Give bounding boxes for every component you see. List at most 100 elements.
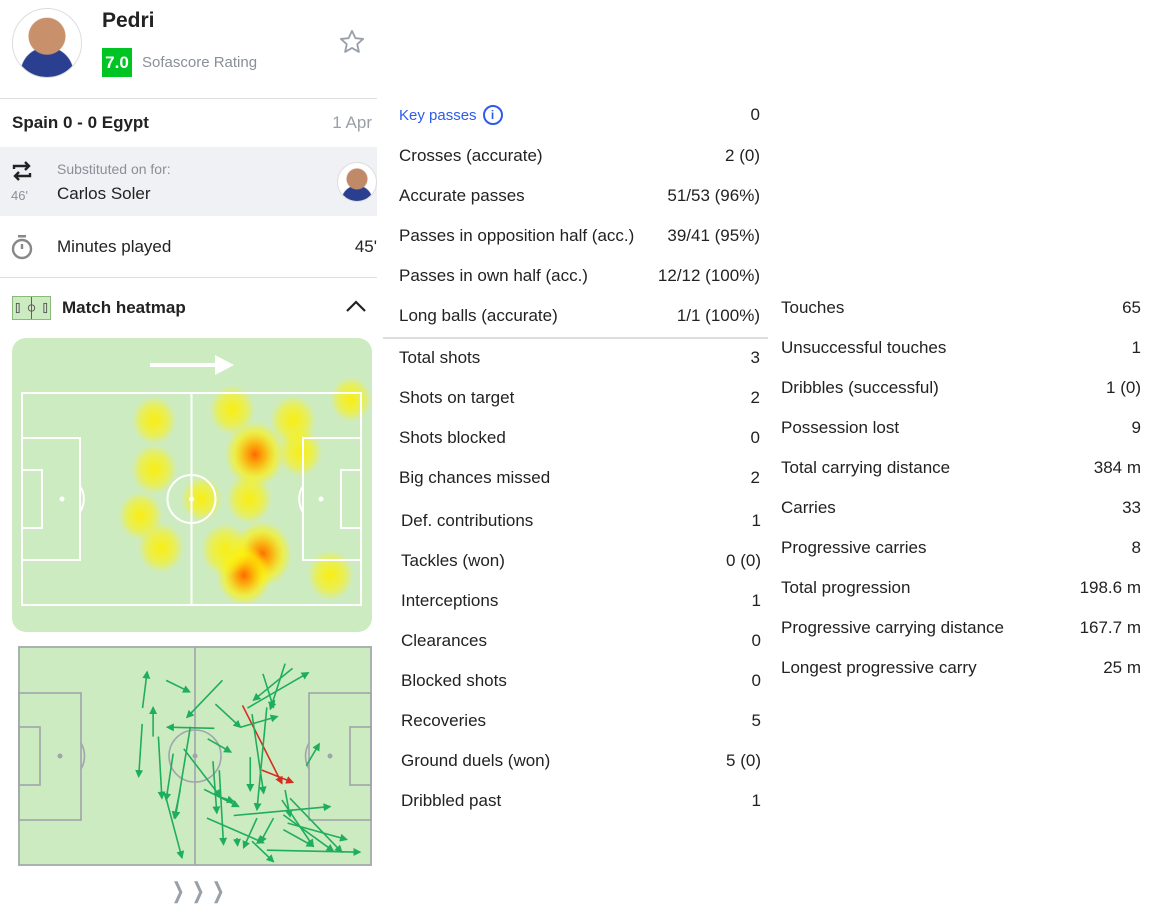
substitution-label: Substituted on for: (57, 161, 171, 177)
stat-label: Long balls (accurate) (399, 306, 558, 325)
stat-label[interactable]: Key passes (399, 106, 477, 124)
pass-arrow-successful (289, 797, 343, 854)
stat-label: Crosses (accurate) (399, 146, 543, 165)
stat-label: Big chances missed (399, 468, 551, 487)
stat-label: Dribbled past (401, 791, 502, 810)
stat-row-key-passes[interactable]: Key passes i 0 (399, 95, 760, 135)
stopwatch-icon (11, 235, 33, 260)
pass-arrow-successful (141, 670, 151, 709)
stat-row: Tackles (won) 0 (0) (401, 541, 761, 581)
substituted-player-name[interactable]: Carlos Soler (57, 184, 151, 203)
stat-label: Shots blocked (399, 428, 506, 447)
stat-row: Big chances missed 2 (399, 458, 760, 498)
stat-label: Dribbles (successful) (781, 378, 939, 397)
minutes-played-label: Minutes played (57, 237, 172, 256)
heatmap-title[interactable]: Match heatmap (62, 298, 186, 317)
pass-arrow-successful (218, 795, 235, 804)
stat-label: Possession lost (781, 418, 900, 437)
pitch-lines (21, 392, 362, 606)
stat-row: Longest progressive carry 25 m (781, 648, 1141, 688)
pass-arrow-successful (165, 798, 185, 860)
stat-row: Shots blocked 0 (399, 418, 760, 458)
stat-value: 8 (1131, 538, 1141, 557)
stat-label: Touches (781, 298, 845, 317)
heatmap-blob (307, 550, 354, 601)
stat-label: Carries (781, 498, 836, 517)
pass-arrow-successful (266, 847, 362, 856)
heatmap-blob (209, 384, 255, 436)
heatmap-blob (201, 523, 250, 577)
substituted-player-avatar[interactable] (337, 162, 377, 202)
stat-row: Crosses (accurate) 2 (0) (399, 136, 760, 176)
stat-value: 0 (0) (726, 551, 761, 570)
heatmap-blob (138, 522, 184, 573)
stat-value: 167.7 m (1079, 618, 1141, 637)
stat-value: 0 (751, 631, 761, 650)
stat-value: 1/1 (100%) (676, 306, 760, 325)
pass-arrow-successful (242, 817, 258, 849)
stat-row: Progressive carrying distance 167.7 m (781, 608, 1141, 648)
chevron-right-icon[interactable]: ❯ (191, 878, 205, 903)
stat-row: Clearances 0 (401, 621, 761, 661)
chevron-up-icon[interactable] (345, 298, 367, 314)
pass-map-pitch (18, 646, 372, 866)
stat-row: Passes in own half (acc.) 12/12 (100%) (399, 256, 760, 296)
heatmap-blob (224, 421, 285, 488)
stat-row: Interceptions 1 (401, 581, 761, 621)
rating-label: Sofascore Rating (142, 54, 258, 71)
pass-arrow-successful (171, 789, 181, 820)
info-icon[interactable]: i (482, 105, 503, 125)
stat-value: 1 (751, 591, 761, 610)
stat-label: Unsuccessful touches (781, 338, 947, 357)
stat-label: Recoveries (401, 711, 487, 730)
stat-label: Shots on target (399, 388, 515, 407)
pass-arrow-successful (207, 738, 233, 753)
stat-label: Interceptions (401, 591, 499, 610)
pitch-icon (12, 296, 51, 320)
stat-row: Carries 33 (781, 488, 1141, 528)
stat-row: Recoveries 5 (401, 701, 761, 741)
pass-map (18, 646, 372, 866)
pass-arrow-successful (251, 840, 275, 863)
stat-value: 1 (751, 791, 761, 810)
divider (0, 277, 377, 278)
stat-value: 5 (0) (726, 751, 761, 770)
stat-row: Total carrying distance 384 m (781, 448, 1141, 488)
stat-label: Accurate passes (399, 186, 525, 205)
stat-value: 2 (750, 388, 760, 407)
stat-label: Clearances (401, 631, 487, 650)
pass-arrow-successful (212, 761, 221, 815)
match-title[interactable]: Spain 0 - 0 Egypt (12, 113, 149, 132)
stat-value: 0 (750, 428, 760, 447)
stat-value: 384 m (1093, 458, 1141, 477)
chevron-right-icon[interactable]: ❯ (171, 878, 185, 903)
stat-label: Tackles (won) (401, 551, 505, 570)
stat-value: 2 (0) (725, 146, 760, 165)
stat-row: Def. contributions 1 (401, 501, 761, 541)
pass-arrow-successful (218, 770, 228, 846)
pass-arrow-successful (163, 753, 174, 802)
stat-value: 1 (751, 511, 761, 530)
pass-arrow-successful (240, 714, 279, 728)
stat-label: Ground duels (won) (401, 751, 551, 770)
stat-value: 2 (750, 468, 760, 487)
stat-row: Blocked shots 0 (401, 661, 761, 701)
stat-row: Long balls (accurate) 1/1 (100%) (399, 296, 760, 336)
stat-value: 3 (750, 348, 760, 367)
stat-label: Progressive carries (781, 538, 927, 557)
stat-value: 33 (1122, 498, 1141, 517)
stat-label: Def. contributions (401, 511, 534, 530)
chevron-right-icon[interactable]: ❯ (211, 878, 225, 903)
stat-value: 65 (1122, 298, 1141, 317)
player-avatar (12, 8, 82, 78)
stat-label: Passes in own half (acc.) (399, 266, 588, 285)
pass-arrow-unsuccessful (241, 705, 283, 785)
star-icon[interactable] (338, 28, 366, 56)
heatmap-blob (330, 376, 372, 422)
pass-arrow-successful (214, 703, 242, 729)
pass-arrow-successful (259, 817, 275, 844)
stat-row: Possession lost 9 (781, 408, 1141, 448)
stat-value: 51/53 (96%) (667, 186, 760, 205)
stat-row: Dribbled past 1 (401, 781, 761, 821)
heatmap-blob (132, 396, 177, 445)
